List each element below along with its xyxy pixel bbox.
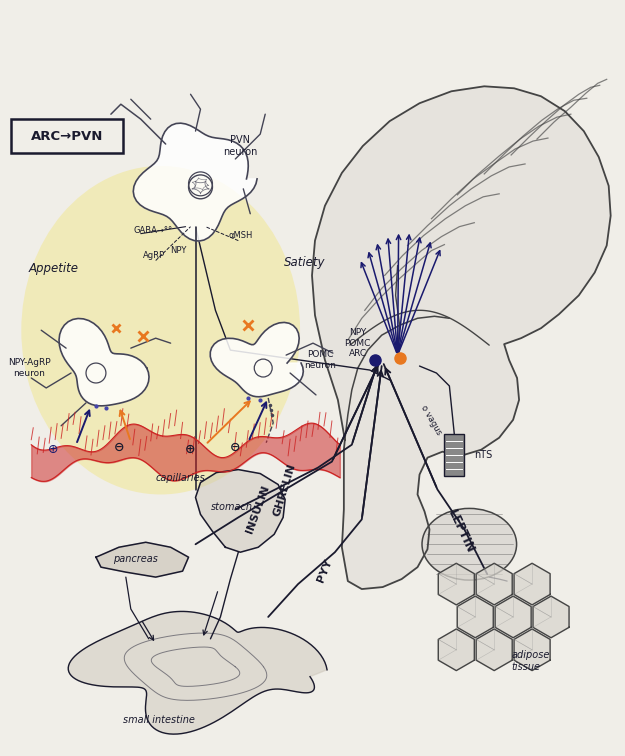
Polygon shape — [59, 318, 149, 406]
Text: ARC→PVN: ARC→PVN — [31, 129, 103, 143]
Text: GHRELIN: GHRELIN — [272, 462, 298, 517]
Text: nTS: nTS — [474, 450, 492, 460]
Polygon shape — [196, 469, 285, 552]
Polygon shape — [476, 629, 512, 671]
Polygon shape — [476, 563, 512, 605]
Ellipse shape — [21, 166, 300, 494]
Text: small intestine: small intestine — [122, 715, 194, 726]
Text: ⊖: ⊖ — [114, 442, 124, 454]
Polygon shape — [495, 596, 531, 638]
Ellipse shape — [422, 509, 517, 580]
Polygon shape — [533, 596, 569, 638]
Polygon shape — [210, 322, 303, 397]
Text: NPY: NPY — [171, 246, 187, 255]
Text: GABA→°°: GABA→°° — [133, 226, 172, 235]
Polygon shape — [312, 86, 611, 589]
Polygon shape — [438, 563, 474, 605]
Polygon shape — [96, 542, 189, 577]
Text: adipose
tissue: adipose tissue — [511, 650, 549, 671]
Text: AgRP: AgRP — [142, 251, 165, 260]
Text: stomach: stomach — [211, 503, 253, 513]
Text: ⊖: ⊖ — [230, 442, 241, 454]
Text: capillaries: capillaries — [156, 472, 206, 482]
Text: NPY
POMC
ARC: NPY POMC ARC — [344, 328, 371, 358]
Text: POMC
neuron: POMC neuron — [304, 350, 336, 370]
Polygon shape — [514, 563, 550, 605]
Polygon shape — [458, 596, 493, 638]
Text: INSULIN: INSULIN — [245, 484, 272, 534]
Text: o vagus: o vagus — [419, 403, 444, 436]
Text: ⊕: ⊕ — [185, 443, 196, 456]
Text: LEPTIN: LEPTIN — [446, 507, 477, 555]
FancyBboxPatch shape — [444, 434, 464, 476]
Polygon shape — [133, 123, 257, 241]
Polygon shape — [438, 629, 474, 671]
Polygon shape — [514, 629, 550, 671]
Text: αMSH: αMSH — [228, 231, 253, 240]
Text: ⊕: ⊕ — [48, 443, 58, 456]
Polygon shape — [68, 612, 327, 734]
Text: pancreas: pancreas — [113, 554, 158, 564]
Text: Satiety: Satiety — [284, 256, 326, 269]
Text: Appetite: Appetite — [28, 262, 78, 275]
Text: PVN
neuron: PVN neuron — [223, 135, 258, 156]
Text: PYY: PYY — [316, 558, 334, 584]
Text: NPY-AgRP
neuron: NPY-AgRP neuron — [8, 358, 51, 378]
